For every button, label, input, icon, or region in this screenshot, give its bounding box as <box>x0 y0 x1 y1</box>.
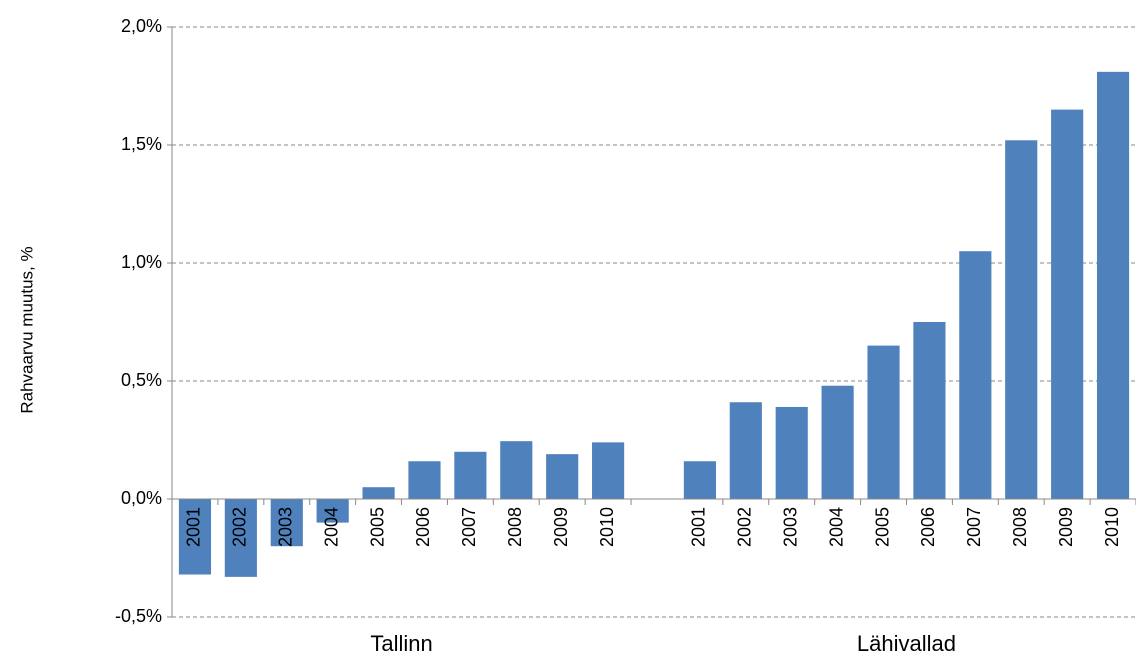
bar <box>1051 109 1084 499</box>
x-tick-label: 2009 <box>551 507 571 547</box>
bar <box>408 461 441 499</box>
x-tick-label: 2002 <box>230 507 250 547</box>
x-tick-label: 2002 <box>735 507 755 547</box>
y-axis-label: Rahvaarvu muutus, % <box>17 246 36 413</box>
bar <box>867 345 900 499</box>
bar <box>683 461 716 499</box>
x-tick-label: 2003 <box>780 507 800 547</box>
x-tick-label: 2007 <box>964 507 984 547</box>
y-tick-label: 0,0% <box>121 488 162 508</box>
bar <box>362 487 395 499</box>
bar <box>500 441 533 499</box>
x-tick-label: 2007 <box>459 507 479 547</box>
bar <box>546 454 579 499</box>
bar <box>1096 71 1130 499</box>
bar <box>592 442 625 499</box>
bar <box>270 499 303 547</box>
x-tick-label: 2006 <box>918 507 938 547</box>
x-tick-label: 2003 <box>276 507 296 547</box>
x-tick-label: 2005 <box>872 507 892 547</box>
bar <box>821 385 854 499</box>
bar <box>316 499 349 523</box>
bar <box>224 499 257 577</box>
group-label: Lähivallad <box>857 631 956 656</box>
bar <box>959 251 992 499</box>
group-label: Tallinn <box>370 631 432 656</box>
y-tick-label: 2,0% <box>121 16 162 36</box>
y-tick-label: -0,5% <box>115 606 162 626</box>
x-tick-label: 2005 <box>367 507 387 547</box>
bar <box>913 322 946 499</box>
y-tick-label: 1,0% <box>121 252 162 272</box>
bar <box>775 406 808 499</box>
bar <box>454 451 487 499</box>
y-tick-label: 1,5% <box>121 134 162 154</box>
x-tick-label: 2001 <box>184 507 204 547</box>
bar <box>178 499 212 575</box>
x-tick-label: 2009 <box>1056 507 1076 547</box>
x-tick-label: 2004 <box>321 507 341 547</box>
bar <box>1005 140 1038 499</box>
bar <box>729 402 762 499</box>
x-tick-label: 2001 <box>689 507 709 547</box>
x-tick-label: 2008 <box>1010 507 1030 547</box>
y-tick-label: 0,5% <box>121 370 162 390</box>
x-tick-label: 2006 <box>413 507 433 547</box>
x-tick-label: 2010 <box>597 507 617 547</box>
x-tick-label: 2008 <box>505 507 525 547</box>
x-tick-label: 2010 <box>1102 507 1122 547</box>
x-tick-label: 2004 <box>826 507 846 547</box>
